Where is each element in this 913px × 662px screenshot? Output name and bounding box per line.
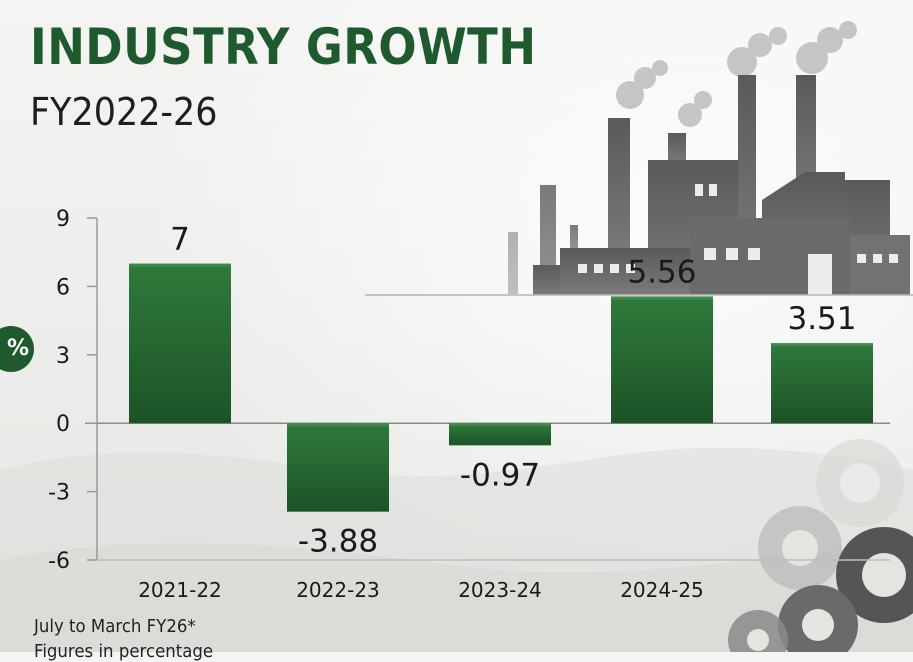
bar-2023-24 [449,423,551,446]
smoke-icon [616,21,857,127]
bar-highlight [611,296,713,300]
footnote-period: July to March FY26* [34,616,196,637]
bar-2021-22 [129,263,231,424]
data-label: 7 [170,222,190,258]
bar-2022-23 [287,423,389,512]
x-tick-label: 2022-23 [296,578,380,602]
bar-series-5 [771,343,873,424]
x-tick-label: 2023-24 [458,578,542,602]
x-tick-label: 2024-25 [620,578,704,602]
page-title: INDUSTRY GROWTH [30,18,537,76]
y-tick-label: 0 [56,412,70,437]
y-tick-label: 6 [56,275,70,300]
data-label: 3.51 [787,301,856,337]
gears-icon [728,439,913,652]
data-label: 5.56 [627,254,696,290]
y-tick-label: 3 [56,344,70,369]
bar-highlight [449,423,551,427]
y-tick-label: -3 [48,481,70,506]
bar-2024-25 [611,296,713,424]
bar-highlight [129,263,231,267]
bar-highlight [287,423,389,427]
y-tick-label: -6 [48,549,70,574]
data-label: -0.97 [460,457,540,493]
bar-highlight [771,343,873,347]
page-subtitle: FY2022-26 [30,90,218,134]
y-tick-label: 9 [56,207,70,232]
x-tick-label: 2021-22 [138,578,222,602]
data-label: -3.88 [298,524,378,560]
